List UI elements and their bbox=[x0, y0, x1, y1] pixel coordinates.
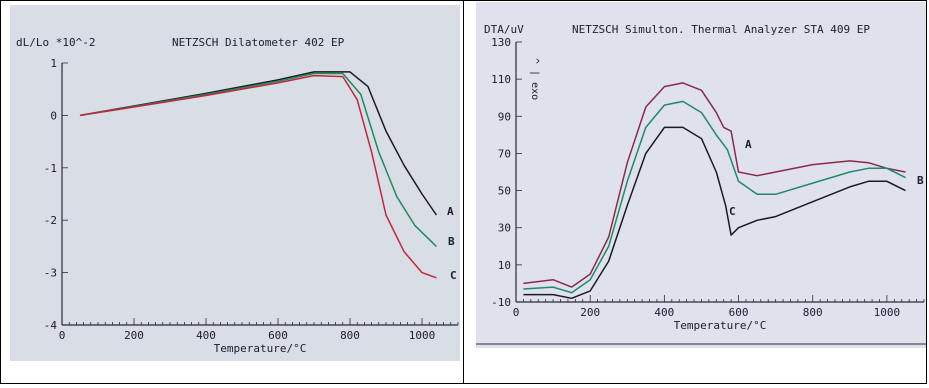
x-tick-label: 200 bbox=[580, 306, 600, 319]
series-a-line bbox=[523, 82, 906, 288]
y-tick-label: -4 bbox=[44, 319, 58, 332]
dilatometer-chart: 0 200 400 600 800 1000 1 0 -1 -2 -3 -4 NETZSCH Dilat… bbox=[16, 36, 459, 355]
footer-field-label: C bbox=[916, 347, 921, 348]
series-b-line bbox=[79, 72, 437, 247]
y-tick-label: 10 bbox=[498, 259, 511, 272]
x-tick-label: 1000 bbox=[874, 306, 901, 319]
y-tick-label: 90 bbox=[498, 110, 511, 123]
x-tick-label: 1000 bbox=[409, 329, 436, 342]
y-tick-label: 130 bbox=[491, 36, 511, 49]
chart-title: NETZSCH Dilatometer 402 EP bbox=[172, 36, 345, 49]
y-tick-label: 0 bbox=[50, 109, 57, 122]
series-c-label: C bbox=[450, 269, 457, 282]
exo-direction-label: ^ | exo bbox=[529, 58, 540, 100]
series-c-line bbox=[79, 74, 437, 279]
panel-divider bbox=[463, 0, 464, 384]
x-axis-label: Temperature/°C bbox=[674, 319, 767, 332]
footer-field-label: IDENTITY N bbox=[714, 347, 762, 348]
series-a-line bbox=[79, 71, 438, 216]
chart-title: NETZSCH Simulton. Thermal Analyzer STA 4… bbox=[572, 23, 870, 36]
series-c-label: C bbox=[729, 205, 736, 218]
x-axis-label: Temperature/°C bbox=[214, 342, 307, 355]
dilatometer-photo: 0 200 400 600 800 1000 1 0 -1 -2 -3 -4 NETZSCH Dilat… bbox=[10, 5, 460, 361]
y-tick-label: 70 bbox=[498, 147, 511, 160]
footer-field-label: S bbox=[486, 347, 491, 348]
series-b-label: B bbox=[448, 235, 455, 248]
thermal-analyzer-photo: 0 200 400 600 800 1000 130 110 90 70 50 30 10 -10 NETZ… bbox=[476, 2, 926, 348]
series-b-label: B bbox=[917, 174, 924, 187]
x-tick-label: 400 bbox=[196, 329, 216, 342]
y-tick-label: 110 bbox=[491, 73, 511, 86]
series-a-label: A bbox=[447, 205, 454, 218]
x-tick-label: 800 bbox=[340, 329, 360, 342]
thermal-analyzer-chart: 0 200 400 600 800 1000 130 110 90 70 50 30 10 -10 NETZ… bbox=[476, 23, 926, 348]
y-tick-label: -3 bbox=[44, 267, 57, 280]
x-tick-label: 200 bbox=[124, 329, 144, 342]
y-tick-label: -2 bbox=[44, 214, 57, 227]
x-tick-label: 600 bbox=[268, 329, 288, 342]
x-tick-label: 800 bbox=[803, 306, 823, 319]
x-tick-label: 0 bbox=[59, 329, 66, 342]
x-tick-label: 0 bbox=[513, 306, 520, 319]
x-tick-label: 400 bbox=[654, 306, 674, 319]
y-tick-label: 30 bbox=[498, 222, 511, 235]
y-axis-label: DTA/uV bbox=[484, 23, 524, 36]
series-a-label: A bbox=[745, 138, 752, 151]
y-tick-label: 50 bbox=[498, 185, 511, 198]
series-b-line bbox=[523, 100, 906, 294]
y-tick-label: 1 bbox=[50, 57, 57, 70]
footer-field-label: RANGE bbox=[836, 347, 860, 348]
y-axis-label: dL/Lo *10^-2 bbox=[16, 36, 95, 49]
footer-field-label: DATE bbox=[646, 347, 665, 348]
series-c-line bbox=[523, 126, 906, 300]
y-tick-label: -10 bbox=[491, 296, 511, 309]
x-tick-label: 600 bbox=[729, 306, 749, 319]
y-tick-label: -1 bbox=[44, 162, 57, 175]
footer-field-label: S bbox=[811, 347, 816, 348]
